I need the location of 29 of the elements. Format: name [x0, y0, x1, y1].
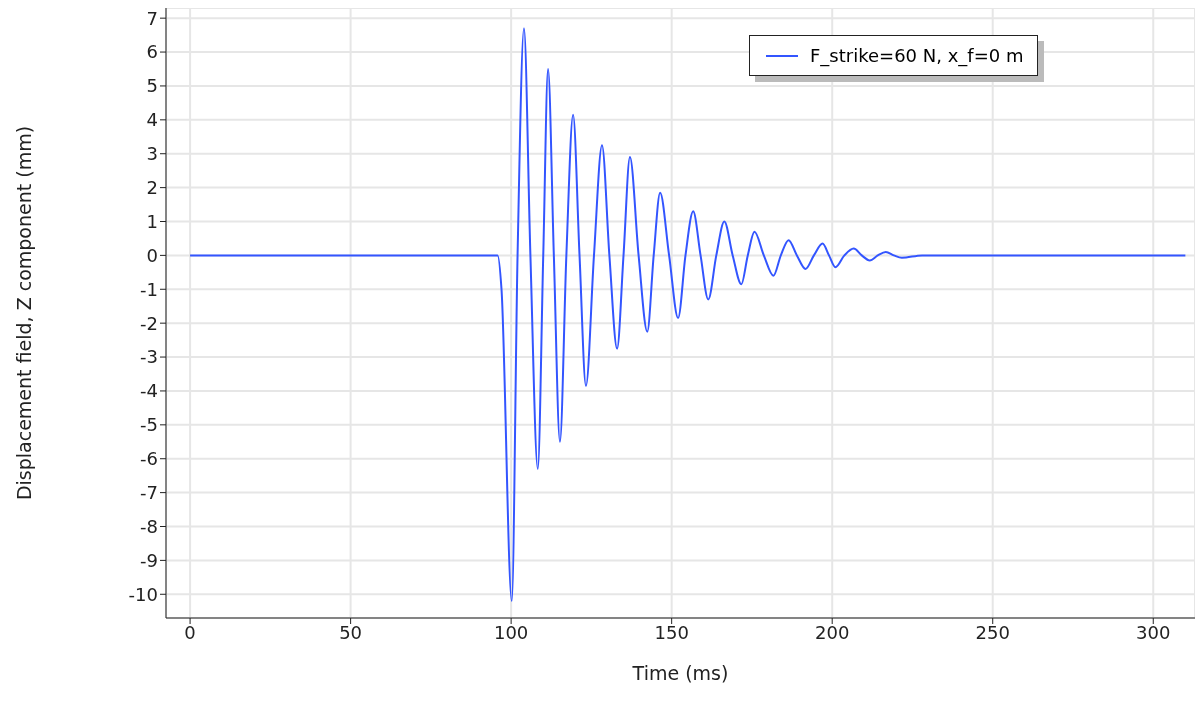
y-tick-label: 4 — [146, 109, 158, 131]
y-tick-label: 6 — [146, 41, 158, 63]
y-tick-label: -2 — [140, 312, 158, 334]
y-tick-label: 1 — [146, 210, 158, 232]
y-tick-label: -5 — [140, 414, 158, 436]
y-tick-label: -9 — [140, 549, 158, 571]
x-axis-title: Time (ms) — [631, 662, 729, 684]
x-tick-label: 50 — [339, 621, 363, 643]
line-series — [189, 27, 1187, 603]
y-tick-label: 7 — [146, 7, 158, 29]
y-tick-label: -8 — [140, 515, 158, 537]
y-tick-label: -10 — [128, 583, 158, 605]
x-tick-label: 0 — [184, 621, 196, 643]
y-tick-label: -6 — [140, 448, 158, 470]
x-tick-label: 150 — [654, 621, 689, 643]
y-tick-label: -1 — [140, 278, 158, 300]
x-tick-label: 300 — [1136, 621, 1171, 643]
y-tick-label: 2 — [146, 177, 158, 198]
legend-label: F_strike=60 N, x_f=0 m — [810, 45, 1024, 66]
y-tick-label: 5 — [146, 75, 158, 97]
y-tick-label: 3 — [146, 143, 158, 165]
y-tick-label: 0 — [146, 244, 158, 266]
y-axis-title: Displacement field, Z component (mm) — [12, 125, 35, 501]
x-tick-label: 200 — [815, 621, 850, 643]
x-tick-label: 250 — [975, 621, 1010, 643]
y-tick-label: -4 — [140, 380, 158, 402]
y-tick-label: -3 — [140, 346, 158, 368]
y-tick-label: -7 — [140, 482, 158, 503]
x-tick-label: 100 — [493, 621, 529, 643]
